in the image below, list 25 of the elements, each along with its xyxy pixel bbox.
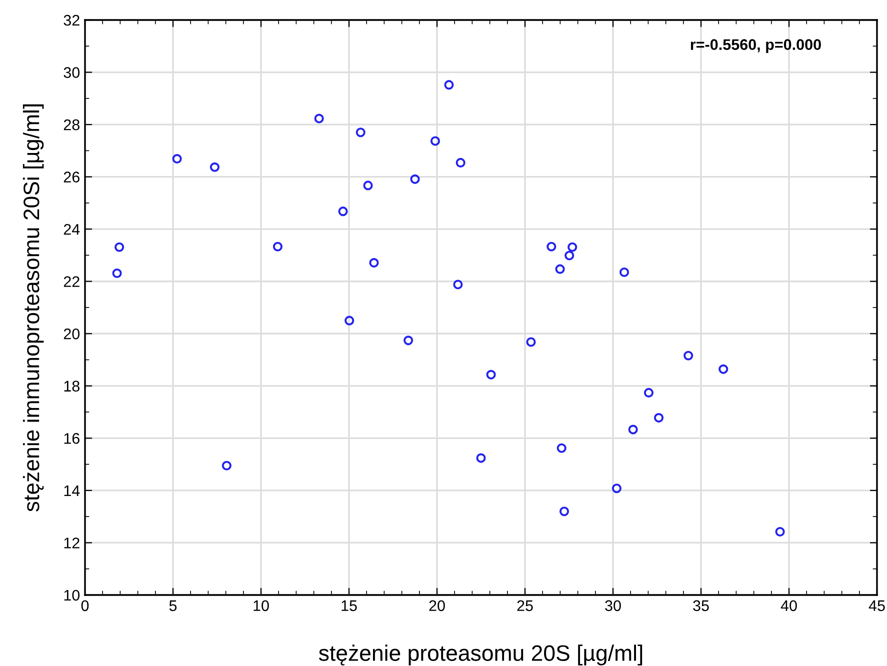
y-tick-label: 30 [64,67,80,78]
x-tick-label: 5 [169,600,177,612]
y-axis-title: stężenie immunoproteasomu 20Si [µg/ml] [22,104,44,512]
y-tick-label: 16 [64,433,80,444]
x-axis-title: stężenie proteasomu 20S [µg/ml] [318,644,642,666]
y-tick-label: 26 [64,172,80,183]
x-tick-label: 40 [780,600,797,612]
y-tick-label: 32 [64,14,80,26]
x-tick-label: 25 [517,600,533,612]
y-tick-label: 28 [64,119,80,130]
y-tick-label: 14 [64,485,80,496]
y-tick-label: 24 [64,224,80,235]
x-tick-label: 30 [605,600,621,612]
x-tick-label: 35 [693,600,709,612]
x-tick-label: 15 [342,600,357,612]
y-tick-label: 12 [64,538,80,548]
x-tick-label: 10 [254,600,269,612]
annotation: r=-0.5560, p=0.000 [690,39,821,53]
x-tick-label: 45 [868,600,885,612]
y-tick-label: 20 [64,328,80,340]
y-tick-label: 18 [64,380,80,392]
x-tick-label: 20 [429,600,445,612]
x-tick-label: 0 [81,600,89,612]
y-tick-label: 22 [64,276,80,287]
y-tick-label: 10 [64,590,80,601]
